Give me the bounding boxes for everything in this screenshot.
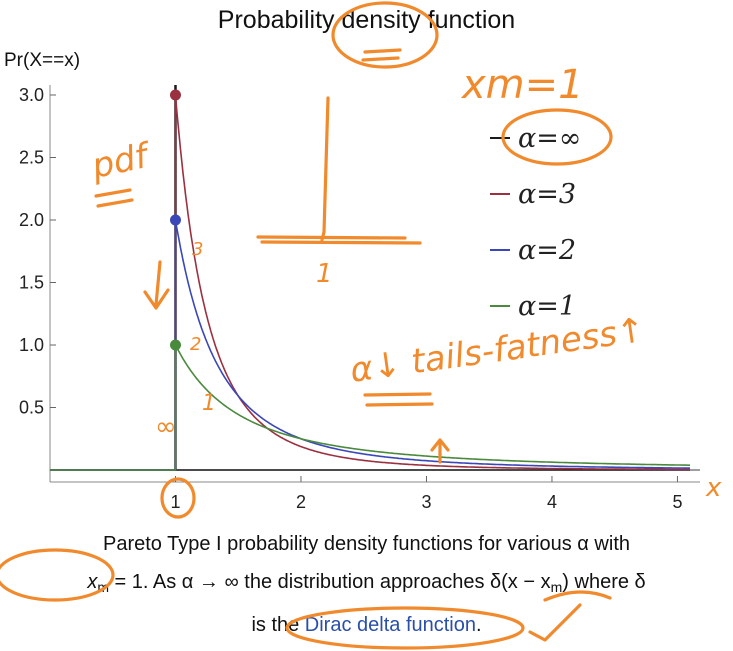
caption-line-3-end: . — [476, 614, 482, 636]
annotation-underline-alpha — [363, 392, 434, 407]
caption-line-1: Pareto Type I probability density functi… — [102, 533, 630, 555]
legend-label-1: α=3 — [518, 179, 576, 210]
legend-label-3: α=1 — [518, 291, 576, 322]
annotation-inf-mark: ∞ — [155, 412, 177, 442]
y-tick-label-5: 3.0 — [19, 85, 44, 105]
annotation-x-axis-mark: x — [705, 473, 722, 503]
annotation-curve-mark-2: 2 — [190, 334, 201, 355]
annotation-curve-mark-3: 3 — [192, 239, 203, 260]
y-axis-label: Pr(X==x) — [4, 50, 81, 71]
figure-caption: Pareto Type I probability density functi… — [0, 525, 733, 644]
annotation-tails-note: α↓ tails-fatness↑ — [348, 310, 648, 391]
x-tick-label-4: 5 — [672, 492, 682, 512]
annotation-curve-mark-1: 1 — [202, 391, 216, 416]
x-tick-label-3: 4 — [547, 492, 557, 512]
caption-x: x — [87, 571, 98, 593]
peak-point-alpha-2 — [169, 214, 181, 226]
peak-point-alpha-3 — [169, 89, 181, 101]
caption-sub-m: m — [97, 579, 109, 595]
x-tick-label-2: 3 — [421, 492, 431, 512]
chart-title: Probability density function — [217, 6, 516, 34]
annotation-pdf-note: pdf — [88, 135, 156, 187]
caption-line-2-mid: = 1. As α → ∞ the distribution approache… — [108, 571, 551, 593]
y-tick-label-0: 0.5 — [19, 398, 44, 418]
legend-label-0: α=∞ — [518, 123, 581, 154]
annotation-circle-density — [331, 1, 439, 69]
pdf-chart: 0.5 1.0 1.5 2.0 2.5 3.0 1 2 3 4 5 α=∞ α=3 α=2 α=1 xm=… — [19, 1, 722, 519]
caption-line-2: xm = 1. As α → ∞ the distribution approa… — [0, 563, 733, 606]
y-tick-label-2: 1.5 — [19, 273, 44, 293]
annotation-arrow-up — [430, 438, 450, 464]
annotation-spike-sketch — [256, 96, 422, 245]
annotation-circle-alpha-inf — [501, 108, 613, 166]
y-tick-label-3: 2.0 — [19, 210, 44, 230]
y-tick-label-1: 1.0 — [19, 335, 44, 355]
annotation-xm-note: xm=1 — [460, 62, 584, 108]
peak-point-alpha-1 — [169, 339, 181, 351]
annotation-underline-density — [361, 48, 402, 62]
series-group — [50, 85, 690, 471]
x-tick-label-1: 2 — [296, 492, 306, 512]
caption-line-3: is the Dirac delta function. — [0, 606, 733, 644]
series-line-alpha-2 — [50, 219, 690, 471]
series-line-alpha-3 — [50, 94, 690, 471]
series-line-alpha-1 — [50, 344, 690, 471]
dirac-delta-link[interactable]: Dirac delta function — [304, 614, 476, 636]
x-tick-label-0: 1 — [170, 492, 180, 512]
y-tick-label-4: 2.5 — [19, 148, 44, 168]
caption-line-3-start: is the — [251, 614, 305, 636]
annotation-spike-label: 1 — [316, 259, 333, 289]
caption-line-2-end: ) where δ — [562, 571, 646, 593]
annotation-arrow-down — [143, 260, 170, 310]
legend: α=∞ α=3 α=2 α=1 — [490, 123, 581, 322]
annotation-circle-x1 — [160, 477, 196, 519]
legend-label-2: α=2 — [518, 235, 576, 266]
caption-sub-m-2: m — [550, 579, 563, 595]
annotation-underline-pdf — [94, 188, 134, 208]
